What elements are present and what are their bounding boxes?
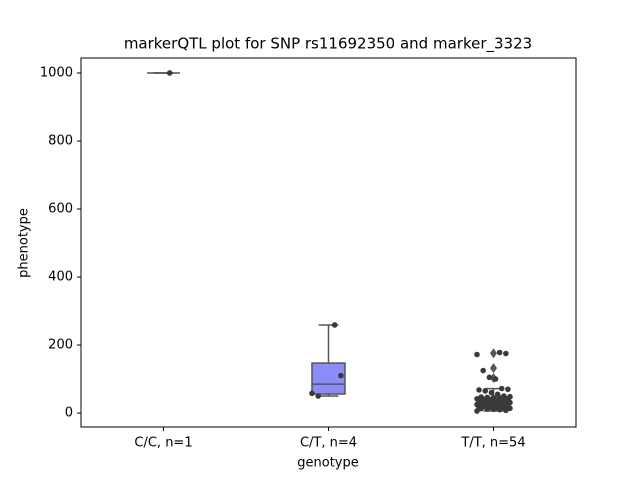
point (474, 408, 480, 414)
point (498, 385, 505, 392)
point (486, 374, 493, 381)
x-axis-label: genotype (297, 456, 358, 471)
chart-title: markerQTL plot for SNP rs11692350 and ma… (124, 35, 532, 54)
point (490, 406, 497, 413)
point (496, 406, 503, 413)
point (503, 350, 509, 357)
x-tick-label: C/T, n=4 (300, 436, 357, 451)
point (315, 393, 321, 399)
box (311, 362, 346, 395)
y-axis-label: phenotype (17, 208, 32, 278)
point (474, 351, 480, 358)
point (488, 389, 495, 396)
point (503, 407, 509, 414)
point (478, 405, 484, 412)
y-tick-label: 200 (48, 338, 73, 353)
y-tick-label: 0 (65, 406, 73, 421)
y-tick-label: 800 (48, 133, 73, 148)
point (484, 406, 491, 412)
y-tick-label: 600 (48, 202, 73, 217)
point (331, 322, 338, 328)
x-tick-label: T/T, n=54 (460, 436, 525, 451)
x-tick-label: C/C, n=1 (134, 436, 192, 451)
point (505, 386, 511, 393)
y-tick-label: 400 (48, 270, 73, 285)
point (480, 367, 486, 374)
y-tick-label: 1000 (40, 65, 73, 80)
point (338, 372, 344, 379)
point (166, 70, 173, 76)
outlier (490, 363, 497, 374)
point (309, 390, 315, 397)
point (476, 387, 482, 393)
point (492, 376, 499, 382)
point (496, 349, 503, 356)
point (482, 388, 489, 394)
outlier (490, 348, 497, 359)
